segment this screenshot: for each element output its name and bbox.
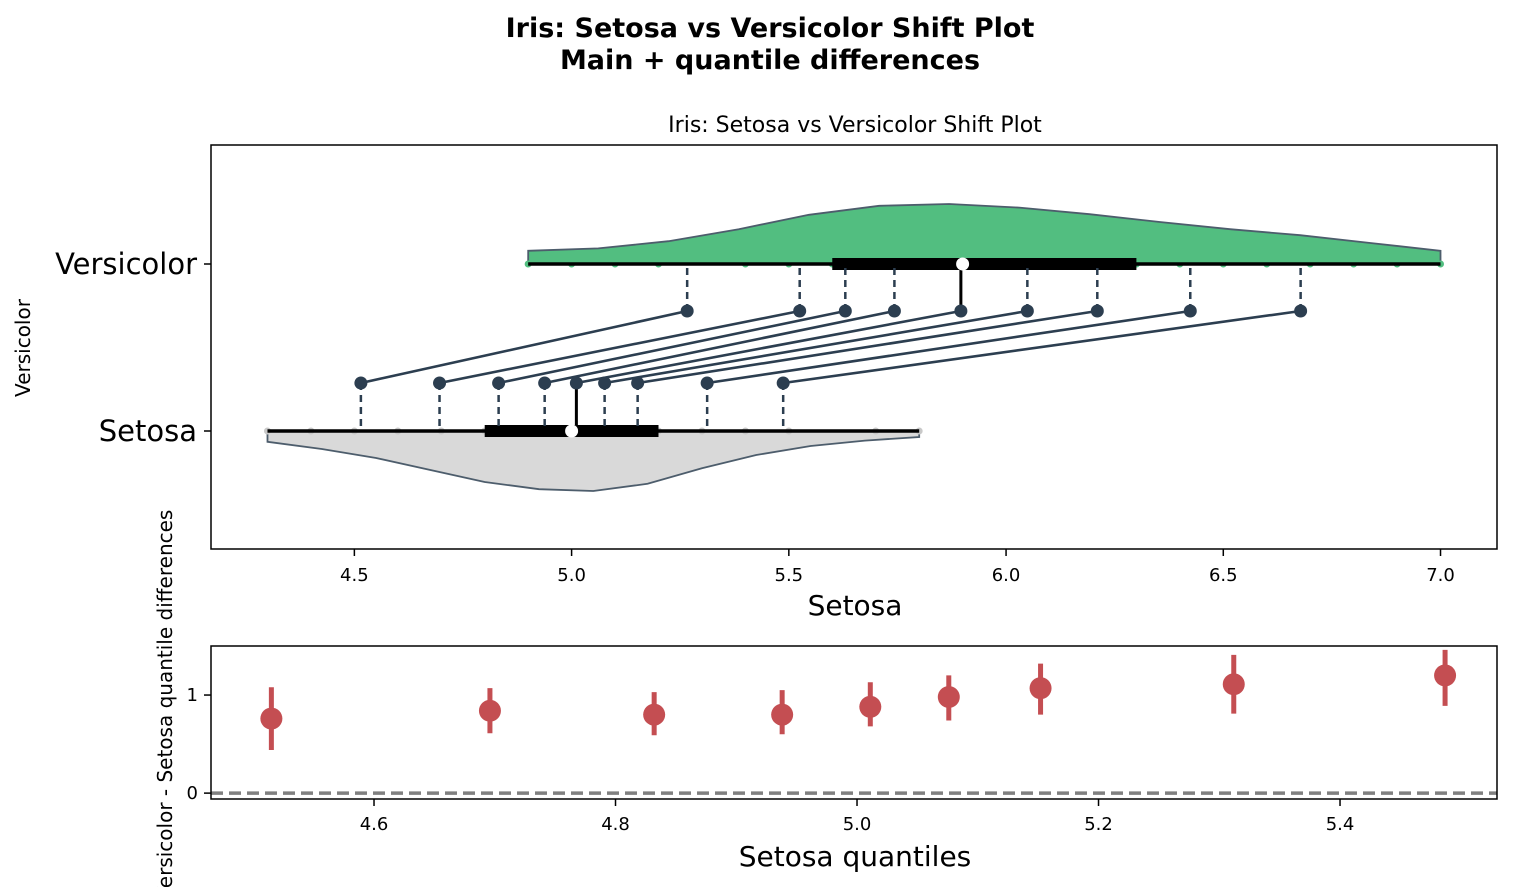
- difference-x-tick-label: 4.8: [601, 814, 630, 835]
- main-x-tick-label: 6.5: [1209, 565, 1238, 586]
- difference-y-axis-label: Versicolor - Setosa quantile differences: [153, 510, 177, 887]
- difference-panel: 4.6 4.8 5.0 5.2 5.4 01 Setosa quantiles Vers…: [153, 510, 1498, 887]
- difference-x-axis-label: Setosa quantiles: [739, 840, 972, 873]
- main-x-tick-label: 5.0: [557, 565, 586, 586]
- main-panel-title: Iris: Setosa vs Versicolor Shift Plot: [668, 113, 1042, 138]
- difference-y-tick-label: 0: [187, 783, 198, 804]
- quantile-link-line: [576, 309, 962, 385]
- main-y-tick-label: Setosa: [99, 414, 197, 448]
- quantile-link-line: [439, 309, 800, 385]
- difference-x-tick-label: 4.6: [360, 814, 389, 835]
- difference-point: [643, 703, 666, 726]
- main-x-tick-label: 7.0: [1426, 565, 1455, 586]
- setosa-quantile-marker: [569, 376, 583, 390]
- figure-suptitle-line1: Iris: Setosa vs Versicolor Shift Plot: [506, 13, 1035, 44]
- versicolor-quantile-marker: [680, 304, 694, 318]
- main-x-ticks: 4.5 5.0 5.5 6.0 6.5 7.0: [340, 549, 1455, 586]
- main-x-tick-label: 5.5: [775, 565, 804, 586]
- difference-point: [937, 686, 960, 708]
- main-panel: Iris: Setosa vs Versicolor Shift Plot 4.…: [11, 113, 1498, 622]
- main-y-ticks: Versicolor Setosa: [55, 247, 211, 448]
- setosa-quantile-marker: [433, 376, 447, 390]
- setosa-quantile-marker: [492, 376, 506, 390]
- main-y-tick-label: Versicolor: [55, 247, 197, 281]
- difference-point: [859, 695, 882, 718]
- versicolor-iqr-box: [832, 258, 1137, 270]
- setosa-half-violin: [266, 430, 921, 492]
- setosa-quantile-marker: [776, 376, 790, 390]
- setosa-quantile-marker: [354, 376, 368, 390]
- versicolor-quantile-marker: [1020, 304, 1034, 318]
- versicolor-quantile-marker: [793, 304, 807, 318]
- quantile-link-line: [637, 309, 1098, 385]
- difference-point: [1222, 673, 1245, 696]
- main-y-axis-label: Versicolor: [11, 298, 35, 397]
- difference-axes-frame: [210, 645, 1498, 800]
- main-x-axis-label: Setosa: [808, 589, 903, 622]
- versicolor-quantile-marker: [887, 304, 901, 318]
- difference-point: [260, 707, 283, 730]
- main-x-tick-label: 6.0: [992, 565, 1021, 586]
- quantile-link-line: [498, 309, 846, 385]
- versicolor-quantile-marker: [1294, 304, 1308, 318]
- quantile-link-line: [604, 309, 1028, 385]
- setosa-median-marker: [565, 424, 579, 438]
- difference-x-tick-label: 5.2: [1084, 814, 1113, 835]
- versicolor-quantile-marker: [1183, 304, 1197, 318]
- difference-point: [1434, 664, 1457, 687]
- difference-plot-area: [211, 649, 1497, 795]
- setosa-quantile-marker: [700, 376, 714, 390]
- main-axes-frame: [210, 144, 1498, 550]
- main-x-tick-label: 4.5: [340, 565, 369, 586]
- quantile-link-line: [783, 309, 1301, 385]
- quantile-link-line: [360, 309, 688, 385]
- versicolor-quantile-marker: [1090, 304, 1104, 318]
- difference-point: [771, 703, 794, 726]
- difference-x-ticks: 4.6 4.8 5.0 5.2 5.4: [360, 799, 1355, 835]
- quantile-link-line: [544, 309, 895, 385]
- versicolor-quantile-marker: [954, 304, 968, 318]
- versicolor-median-marker: [956, 257, 970, 271]
- difference-point: [478, 699, 501, 722]
- quantile-link-line: [706, 309, 1191, 385]
- difference-y-tick-label: 1: [187, 685, 198, 706]
- versicolor-quantile-marker: [838, 304, 852, 318]
- versicolor-half-violin: [527, 203, 1442, 265]
- setosa-quantile-marker: [598, 376, 612, 390]
- setosa-quantile-marker: [538, 376, 552, 390]
- difference-point: [1029, 677, 1052, 700]
- figure-suptitle-line2: Main + quantile differences: [560, 45, 980, 76]
- difference-x-tick-label: 5.0: [843, 814, 872, 835]
- difference-y-ticks: 01: [187, 685, 211, 804]
- setosa-quantile-marker: [631, 376, 645, 390]
- main-plot-area: [263, 203, 1445, 492]
- difference-x-tick-label: 5.4: [1326, 814, 1355, 835]
